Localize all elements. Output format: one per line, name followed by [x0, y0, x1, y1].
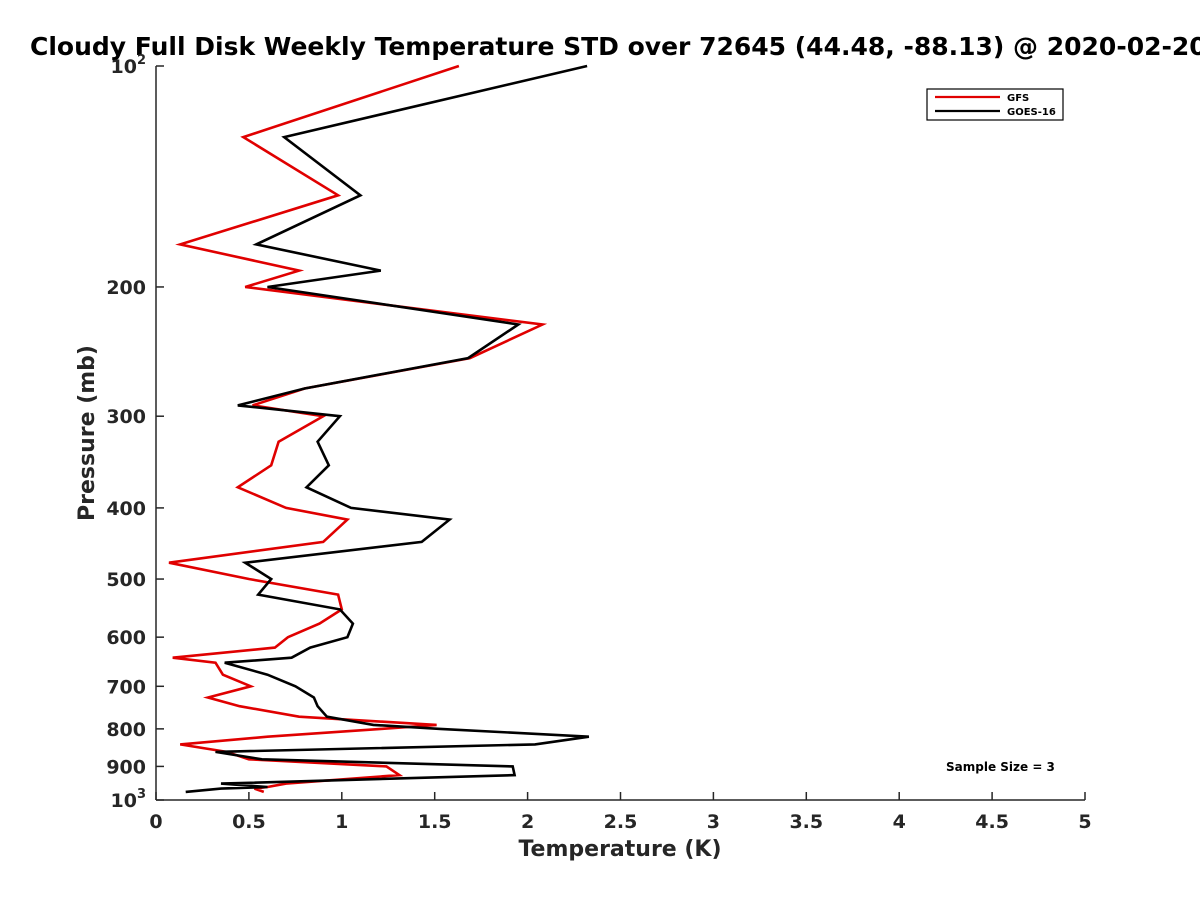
y-tick-label: 800	[106, 719, 146, 741]
x-tick-label: 4.5	[975, 811, 1009, 833]
series-group	[168, 64, 590, 794]
sample-size-annotation: Sample Size = 3	[946, 760, 1055, 774]
series-line-goes16	[185, 64, 590, 794]
legend-label-gfs: GFS	[1007, 93, 1029, 104]
chart-title: Cloudy Full Disk Weekly Temperature STD …	[30, 32, 1200, 61]
y-tick-label: 200	[106, 277, 146, 299]
y-tick-label: 500	[106, 569, 146, 591]
x-tick-label: 5	[1078, 811, 1091, 833]
legend-box	[926, 88, 1064, 121]
x-tick-label: 0	[149, 811, 162, 833]
x-tick-label: 1	[335, 811, 348, 833]
y-tick-label: 700	[106, 676, 146, 698]
y-tick-label: 600	[106, 627, 146, 649]
x-axis-label: Temperature (K)	[518, 837, 721, 862]
y-tick-label: 400	[106, 498, 146, 520]
legend: GFS GOES-16	[926, 88, 1064, 121]
x-tick-label: 3	[707, 811, 720, 833]
x-tick-label: 0.5	[232, 811, 266, 833]
x-tick-label: 2.5	[604, 811, 638, 833]
x-axis-ticks: 0 0.5 1 1.5 2 2.5 3 3.5 4 4.5 5	[149, 792, 1092, 833]
x-tick-label: 1.5	[418, 811, 452, 833]
y-tick-label: 103	[111, 787, 147, 812]
y-axis-ticks: 102 200 300 400 500 600 700 800 900 103	[106, 53, 164, 812]
y-tick-label: 300	[106, 406, 146, 428]
y-tick-label: 102	[111, 53, 147, 78]
legend-label-goes16: GOES-16	[1007, 107, 1056, 118]
y-tick-label: 900	[106, 756, 146, 778]
x-tick-label: 2	[521, 811, 534, 833]
y-axis-label: Pressure (mb)	[75, 345, 100, 521]
x-tick-label: 3.5	[789, 811, 823, 833]
series-line-gfs	[168, 64, 548, 794]
x-tick-label: 4	[893, 811, 906, 833]
